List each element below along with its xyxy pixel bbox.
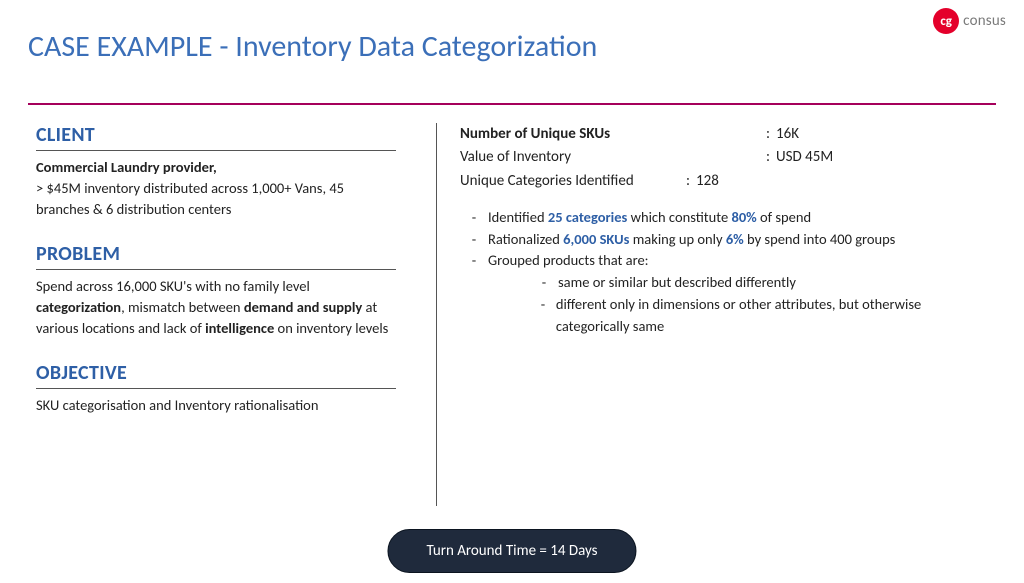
objective-text: SKU categorisation and Inventory rationa… [36, 395, 396, 416]
page-title: CASE EXAMPLE - Inventory Data Categoriza… [0, 0, 1024, 65]
brand-logo-circle: cg [933, 8, 959, 34]
left-column: CLIENT Commercial Laundry provider, > $4… [36, 123, 436, 416]
column-divider [436, 123, 437, 506]
client-bold-line: Commercial Laundry provider, [36, 158, 217, 176]
list-sub-item: - same or similar but described differen… [460, 272, 996, 294]
list-item: - Rationalized 6,000 SKUs making up only… [460, 229, 996, 251]
stat-row: Value of Inventory : USD 45M [460, 146, 996, 169]
findings-list: - Identified 25 categories which constit… [460, 207, 996, 338]
turnaround-pill: Turn Around Time = 14 Days [387, 529, 636, 573]
problem-text: Spend across 16,000 SKU's with no family… [36, 276, 396, 339]
client-detail: > $45M inventory distributed across 1,00… [36, 179, 344, 218]
list-item: - Identified 25 categories which constit… [460, 207, 996, 229]
list-sub-item: - different only in dimensions or other … [460, 294, 996, 338]
brand-logo: cg consus [933, 8, 1006, 34]
right-column: Number of Unique SKUs : 16K Value of Inv… [436, 123, 996, 416]
stat-value: USD 45M [776, 146, 833, 169]
stat-value: 16K [776, 123, 799, 146]
stat-value: 128 [696, 170, 719, 193]
brand-logo-text: consus [963, 12, 1006, 30]
problem-heading: PROBLEM [36, 242, 396, 270]
stat-row: Number of Unique SKUs : 16K [460, 123, 996, 146]
stat-row: Unique Categories Identified : 128 [460, 170, 996, 193]
content-columns: CLIENT Commercial Laundry provider, > $4… [0, 105, 1024, 416]
list-item: - Grouped products that are: [460, 250, 996, 272]
client-text: Commercial Laundry provider, > $45M inve… [36, 157, 396, 220]
objective-heading: OBJECTIVE [36, 361, 396, 389]
stats-block: Number of Unique SKUs : 16K Value of Inv… [460, 123, 996, 193]
client-heading: CLIENT [36, 123, 396, 151]
